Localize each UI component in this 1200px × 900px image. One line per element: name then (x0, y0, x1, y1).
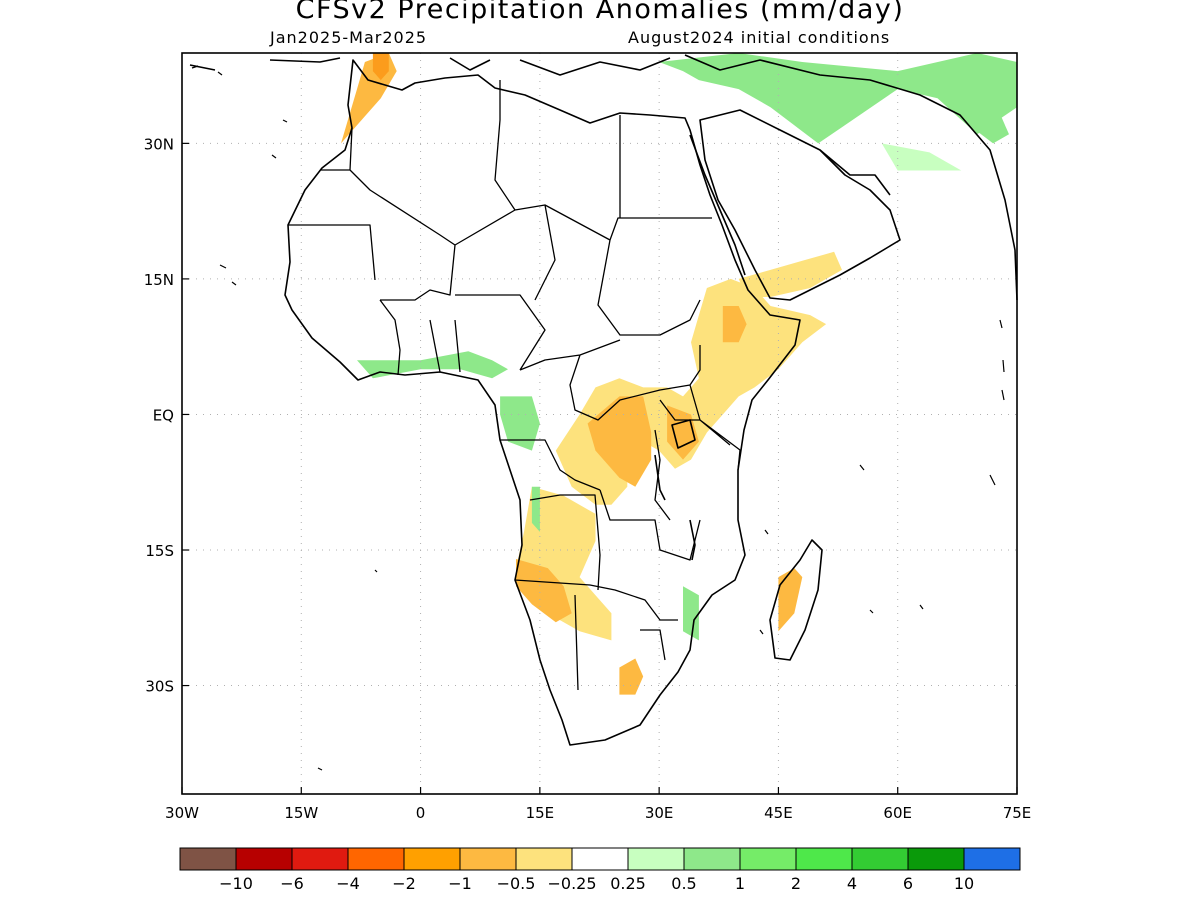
lon-tick-label: 15E (526, 804, 555, 822)
anomaly-pakistan-wet (969, 98, 1009, 144)
colorbar-label: −1 (448, 874, 472, 893)
lat-tick-label: 15S (145, 542, 174, 560)
anomaly-guinea-coast-wet (357, 351, 508, 379)
lon-tick-label: 30W (165, 804, 199, 822)
forecast-period: Jan2025-Mar2025 (270, 28, 428, 47)
colorbar-swatch (403, 847, 461, 871)
lon-tick-label: 30E (645, 804, 674, 822)
lon-tick-label: 0 (416, 804, 426, 822)
colorbar-swatch (627, 847, 685, 871)
colorbar-label: −0.5 (497, 874, 536, 893)
anomaly-gabon-wet (500, 396, 540, 451)
anomaly-south-africa-dry (619, 658, 644, 695)
colorbar-swatch (851, 847, 909, 871)
map-frame (181, 52, 1018, 795)
initial-conditions: August2024 initial conditions (628, 28, 891, 47)
africa-coastline (284, 59, 801, 746)
anomaly-madagascar-dry (778, 568, 803, 632)
lake-tanganyika (654, 454, 666, 501)
lon-tick-label: 15W (284, 804, 318, 822)
colorbar-label: −4 (336, 874, 360, 893)
madagascar-outline (769, 539, 823, 661)
land-outlines (189, 54, 1018, 771)
persian-gulf-outline (819, 149, 891, 196)
colorbar-label: −6 (280, 874, 304, 893)
colorbar-label: 4 (847, 874, 857, 893)
lat-tick-label: 30S (145, 678, 174, 696)
anomaly-north-med-wet (659, 53, 1017, 144)
europe-coastline (189, 57, 671, 76)
colorbar-swatch (291, 847, 349, 871)
colorbar-swatch (571, 847, 629, 871)
colorbar-swatch (683, 847, 741, 871)
colorbar: −10 −6 −4 −2 −1 −0.5 −0.25 0.25 0.5 1 2 4 6 10 (179, 847, 1021, 893)
anomaly-ethiopia-dry (555, 278, 827, 505)
lat-tick-label: EQ (153, 406, 174, 424)
lat-tick-label: 15N (144, 271, 174, 289)
asia-coastline (684, 54, 1018, 301)
colorbar-swatch (907, 847, 965, 871)
colorbar-label: 0.25 (610, 874, 646, 893)
anomaly-drc-dry-core (587, 396, 652, 487)
colorbar-swatch (739, 847, 797, 871)
colorbar-label: 6 (903, 874, 913, 893)
axes: 30W 15W 0 15E 30E 45E 60E 75E 30N 15N EQ 15S 30S (144, 135, 1032, 822)
colorbar-swatch (963, 847, 1021, 871)
lake-victoria (671, 419, 696, 449)
lat-tick-label: 30N (144, 135, 174, 153)
colorbar-label: 1 (735, 874, 745, 893)
lon-tick-label: 60E (883, 804, 912, 822)
colorbar-label: −0.25 (547, 874, 596, 893)
country-borders (288, 80, 741, 691)
colorbar-swatch (515, 847, 573, 871)
anomaly-east-africa-dry-core (667, 405, 699, 460)
colorbar-label: 0.5 (671, 874, 696, 893)
colorbar-swatch (347, 847, 405, 871)
anomaly-morocco-dry-core (372, 53, 389, 81)
islands (191, 65, 1005, 771)
anomaly-yemen-dry (738, 251, 842, 297)
colorbar-label: 2 (791, 874, 801, 893)
colorbar-label: −2 (392, 874, 416, 893)
lon-tick-label: 75E (1003, 804, 1032, 822)
colorbar-label: −10 (219, 874, 253, 893)
anomaly-mozambique-wet (683, 586, 699, 641)
colorbar-swatch (179, 847, 237, 871)
colorbar-label: 10 (954, 874, 974, 893)
anomaly-layer (341, 53, 1017, 695)
anomaly-namibia-dry-core (516, 559, 572, 623)
lake-malawi (689, 519, 696, 561)
colorbar-swatch (459, 847, 517, 871)
lon-tick-label: 45E (764, 804, 793, 822)
anomaly-iran-wet (881, 143, 962, 171)
arabia-outline (699, 109, 901, 301)
colorbar-swatch (795, 847, 853, 871)
anomaly-ethiopia-dry-core (722, 306, 747, 343)
red-sea-outline (689, 134, 746, 276)
colorbar-swatch (235, 847, 293, 871)
chart-title: CFSv2 Precipitation Anomalies (mm/day) (295, 0, 905, 25)
